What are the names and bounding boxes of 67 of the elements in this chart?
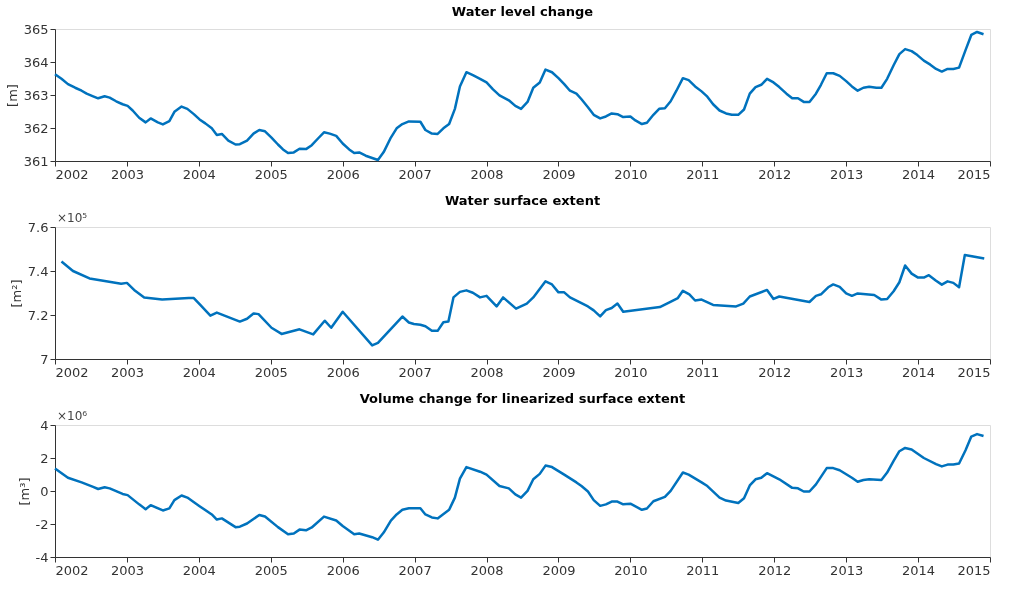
x-tick-label: 2004 [182, 562, 216, 578]
y-tick-label: 362 [23, 120, 49, 136]
x-tick-label: 2010 [614, 562, 648, 578]
x-tick-label: 2013 [830, 364, 864, 380]
x-tick-label: 2013 [830, 562, 864, 578]
chart-title: Water level change [451, 4, 594, 19]
text: ×10⁶ [57, 409, 88, 423]
x-tick-label: 2002 [55, 166, 89, 182]
x-tick-label: 2002 [55, 562, 89, 578]
y-tick-label: 2 [40, 450, 49, 466]
y-tick-label: -4 [35, 549, 49, 565]
x-tick-label: 2010 [614, 166, 648, 182]
x-tick-label: 2007 [398, 166, 432, 182]
x-tick-label: 2003 [110, 166, 144, 182]
x-tick-label: 2007 [398, 562, 432, 578]
x-tick-label: 2003 [110, 364, 144, 380]
x-tick-label: 2008 [470, 364, 504, 380]
line-series [53, 432, 985, 541]
y-tick-label: 365 [23, 21, 49, 37]
x-tick-label: 2008 [470, 562, 504, 578]
y-axis-title: [m] [4, 84, 20, 107]
chart-title: Volume change for linearized surface extent [359, 391, 686, 406]
x-tick-label: 2009 [542, 166, 576, 182]
text: ×10⁵ [57, 211, 88, 225]
x-tick-label: 2015 [957, 166, 991, 182]
x-tick-label: 2004 [182, 364, 216, 380]
x-tick-label: 2014 [902, 166, 936, 182]
x-tick-label: 2011 [686, 166, 720, 182]
x-tick-label: 2015 [957, 364, 991, 380]
x-tick-label: 2009 [542, 364, 576, 380]
y-tick-label: 361 [23, 153, 49, 169]
x-tick-label: 2014 [902, 364, 936, 380]
x-tick-label: 2008 [470, 166, 504, 182]
x-tick-label: 2006 [326, 166, 360, 182]
x-tick-label: 2011 [686, 562, 720, 578]
x-tick-label: 2002 [55, 364, 89, 380]
y-tick-label: 364 [23, 54, 49, 70]
x-tick-label: 2004 [182, 166, 216, 182]
y-tick-label: -2 [35, 516, 49, 532]
y-axis-title: [m³] [16, 477, 32, 506]
x-tick-label: 2012 [758, 166, 792, 182]
x-tick-label: 2012 [758, 562, 792, 578]
x-tick-label: 2013 [830, 166, 864, 182]
x-tick-label: 2014 [902, 562, 936, 578]
x-tick-label: 2005 [254, 364, 288, 380]
x-tick-label: 2006 [326, 364, 360, 380]
line-series [60, 253, 986, 347]
x-tick-label: 2003 [110, 562, 144, 578]
y-tick-label: 363 [23, 87, 49, 103]
x-tick-label: 2005 [254, 562, 288, 578]
x-tick-label: 2005 [254, 166, 288, 182]
x-tick-label: 2007 [398, 364, 432, 380]
y-tick-label: 4 [40, 417, 49, 433]
line-series [53, 30, 985, 162]
y-tick-label: 7 [40, 351, 49, 367]
y-tick-label: 0 [40, 483, 49, 499]
x-tick-label: 2006 [326, 562, 360, 578]
chart-title: Water surface extent [444, 193, 601, 208]
x-tick-label: 2011 [686, 364, 720, 380]
x-tick-label: 2010 [614, 364, 648, 380]
y-axis-title: [m²] [8, 279, 24, 308]
y-tick-label: 7.4 [27, 263, 49, 279]
y-tick-label: 7.6 [27, 219, 49, 235]
y-tick-label: 7.2 [27, 307, 49, 323]
x-tick-label: 2009 [542, 562, 576, 578]
x-tick-label: 2015 [957, 562, 991, 578]
x-tick-label: 2012 [758, 364, 792, 380]
